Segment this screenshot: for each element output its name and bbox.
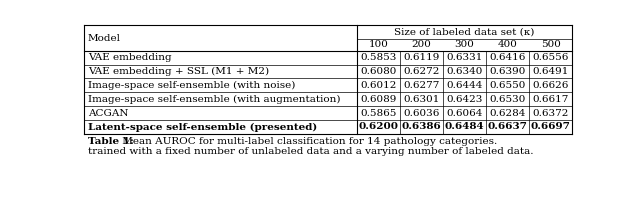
Text: Mean AUROC for multi-label classification for 14 pathology categories.: Mean AUROC for multi-label classificatio… [119,137,497,146]
Text: 0.6550: 0.6550 [489,81,525,90]
Text: 0.6064: 0.6064 [446,109,483,118]
Text: 0.5865: 0.5865 [360,109,397,118]
Text: 0.6080: 0.6080 [360,67,397,76]
Text: 0.6444: 0.6444 [446,81,483,90]
Text: 0.6617: 0.6617 [532,95,569,104]
Text: 0.6277: 0.6277 [403,81,440,90]
Text: 0.6372: 0.6372 [532,109,569,118]
Text: 0.6012: 0.6012 [360,81,397,90]
Text: VAE embedding: VAE embedding [88,53,172,62]
Text: 0.6416: 0.6416 [489,53,525,62]
Text: Image-space self-ensemble (with noise): Image-space self-ensemble (with noise) [88,81,295,90]
Text: 0.6284: 0.6284 [489,109,525,118]
Text: 0.6637: 0.6637 [488,122,527,131]
Text: 0.6491: 0.6491 [532,67,569,76]
Text: Latent-space self-ensemble (presented): Latent-space self-ensemble (presented) [88,122,317,131]
Text: 0.6530: 0.6530 [489,95,525,104]
Text: 0.6697: 0.6697 [531,122,570,131]
Text: 400: 400 [497,40,517,50]
Text: Model: Model [88,33,121,43]
Text: 0.6386: 0.6386 [401,122,441,131]
Text: 200: 200 [412,40,431,50]
Text: 0.6484: 0.6484 [445,122,484,131]
Text: Table 1:: Table 1: [88,137,134,146]
Text: 0.5853: 0.5853 [360,53,397,62]
Text: 0.6331: 0.6331 [446,53,483,62]
Text: 0.6340: 0.6340 [446,67,483,76]
Text: Image-space self-ensemble (with augmentation): Image-space self-ensemble (with augmenta… [88,95,340,104]
Text: 0.6556: 0.6556 [532,53,569,62]
Text: 0.6119: 0.6119 [403,53,440,62]
Text: 0.6036: 0.6036 [403,109,440,118]
Text: 0.6089: 0.6089 [360,95,397,104]
Text: ACGAN: ACGAN [88,109,129,118]
Text: 0.6272: 0.6272 [403,67,440,76]
Text: 0.6626: 0.6626 [532,81,569,90]
Text: VAE embedding + SSL (M1 + M2): VAE embedding + SSL (M1 + M2) [88,67,269,76]
Text: 0.6301: 0.6301 [403,95,440,104]
Text: 0.6390: 0.6390 [489,67,525,76]
Text: 0.6423: 0.6423 [446,95,483,104]
Text: 500: 500 [541,40,561,50]
Text: trained with a fixed number of unlabeled data and a varying number of labeled da: trained with a fixed number of unlabeled… [88,147,533,156]
Text: 0.6200: 0.6200 [358,122,398,131]
Text: 100: 100 [369,40,388,50]
Text: Size of labeled data set (κ): Size of labeled data set (κ) [394,28,534,37]
Text: 300: 300 [454,40,474,50]
